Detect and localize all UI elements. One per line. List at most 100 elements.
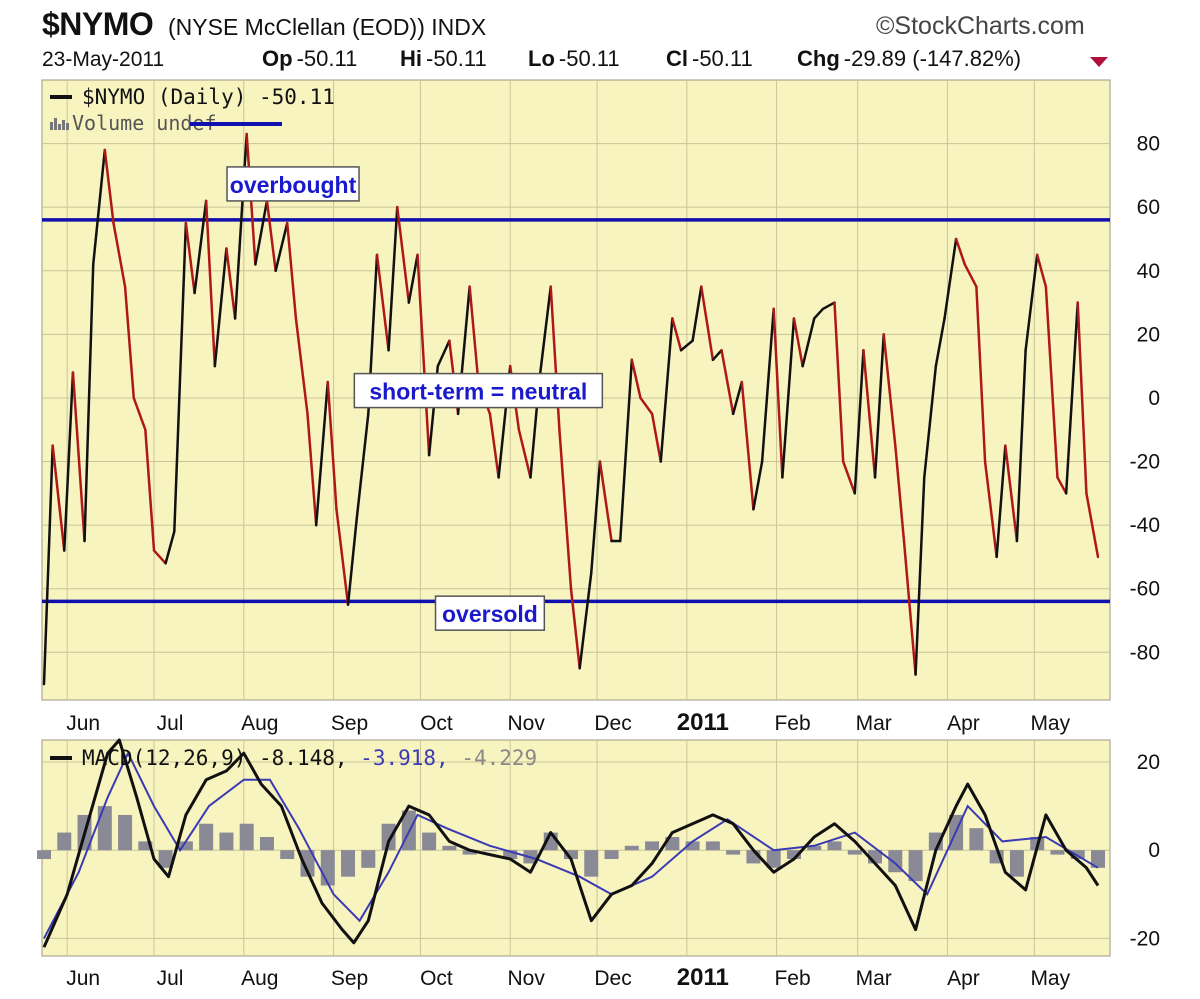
x-tick-label: Feb [774, 967, 810, 990]
y-tick-label: 20 [1137, 323, 1160, 346]
x-tick-label: Mar [856, 712, 892, 735]
annotation-label: oversold [434, 595, 546, 631]
x-tick-label: May [1030, 712, 1070, 735]
macd-legend-label: MACD(12,26,9) -8.148, -3.918, -4.229 [82, 746, 537, 770]
quote-label: Chg [797, 46, 840, 71]
nymo-line-segment [1056, 476, 1068, 495]
y-tick-label: -60 [1130, 578, 1160, 601]
nymo-line-segment [853, 349, 865, 495]
nymo-line-segment [63, 371, 75, 552]
nymo-line-segment [821, 301, 836, 311]
nymo-line-segment [468, 285, 480, 384]
x-tick-label: Oct [420, 967, 453, 990]
nymo-line-segment [355, 412, 370, 521]
nymo-line-segment [436, 339, 451, 368]
nymo-line-segment [314, 380, 330, 527]
signal-line [43, 750, 1099, 939]
y-tick-label: 60 [1137, 196, 1160, 219]
quote-label: Op [262, 46, 293, 71]
nymo-line-segment [396, 205, 411, 304]
volume-legend [50, 118, 69, 130]
nymo-line-segment [416, 253, 431, 457]
histogram-bar [604, 850, 619, 860]
histogram-bar [37, 850, 51, 860]
nymo-line-segment [83, 263, 95, 543]
y-tick-label: 20 [1137, 751, 1160, 774]
x-tick-label: Jun [66, 967, 100, 990]
quote-value: -50.11 [558, 46, 620, 71]
symbol-description: (NYSE McClellan (EOD)) INDX [168, 14, 487, 40]
nymo-line-segment [954, 237, 967, 266]
volume-bar-icon [66, 123, 69, 130]
x-tick-label: Dec [594, 967, 631, 990]
nymo-line-segment [630, 358, 642, 400]
nymo-line-segment [650, 412, 663, 463]
y-tick-label: -40 [1130, 514, 1160, 537]
nymo-line-segment [841, 460, 857, 495]
histogram-bar [361, 850, 376, 868]
macd-legend-value: -4.229 [461, 746, 537, 770]
nymo-line-segment [184, 221, 196, 295]
nymo-line-segment [1015, 349, 1027, 543]
quote-high: Hi -50.11 [400, 46, 487, 72]
macd-line [42, 738, 1100, 948]
histogram-bar [969, 828, 984, 851]
histogram-bar [97, 806, 112, 851]
x-tick-label: Sep [331, 967, 368, 990]
nymo-line-segment [943, 237, 958, 320]
y-tick-label: 80 [1137, 133, 1160, 156]
nymo-line-segment [306, 412, 318, 527]
quote-date: 23-May-2011 [42, 48, 165, 71]
brand-label: ©StockCharts.com [876, 12, 1085, 40]
x-tick-label: Nov [508, 967, 546, 990]
nymo-line-segment [963, 263, 978, 288]
annotation-label: overbought [226, 166, 360, 202]
histogram-bar [624, 845, 639, 851]
quote-label: Hi [400, 46, 422, 71]
histogram-bar [645, 841, 660, 851]
nymo-line-segment [760, 307, 775, 463]
nymo-line-segment [537, 285, 552, 384]
nymo-line-segment [752, 460, 764, 511]
annotation-text: short-term = neutral [369, 379, 587, 405]
volume-bar-icon [50, 122, 53, 130]
nymo-line-segment [71, 371, 86, 543]
y-tick-label: 40 [1137, 260, 1160, 283]
nymo-line-segment [1076, 301, 1088, 495]
nymo-line-segment [781, 317, 796, 479]
nymo-line-segment [934, 317, 946, 368]
volume-bar-icon [54, 118, 57, 130]
nymo-line-segment [265, 199, 277, 273]
y-tick-label: -80 [1130, 641, 1160, 664]
nymo-line-segment [144, 428, 156, 552]
macd-legend-value: -8.148, [259, 746, 360, 770]
x-tick-label: Sep [331, 712, 368, 735]
nymo-line-segment [285, 221, 298, 320]
histogram-bar [726, 850, 741, 855]
nymo-line-segment [812, 307, 825, 320]
quote-change: Chg -29.89 (-147.82%) [797, 46, 1021, 72]
volume-bar-icon [58, 124, 61, 130]
histogram-bar [462, 850, 477, 855]
nymo-line-segment [558, 428, 573, 590]
x-tick-label: Mar [856, 967, 892, 990]
y-tick-label: 0 [1148, 387, 1160, 410]
quote-low: Lo -50.11 [528, 46, 620, 72]
histogram-bar [239, 823, 254, 851]
histogram-bar [786, 850, 801, 860]
nymo-line-segment [1064, 301, 1079, 495]
x-tick-label: 2011 [677, 709, 729, 736]
nymo-line-segment [387, 205, 399, 352]
nymo-line-segment [894, 444, 906, 543]
histogram-bar [908, 850, 923, 882]
annotation-label: short-term = neutral [353, 372, 604, 409]
nymo-line-segment [740, 380, 755, 511]
histogram-bar [807, 845, 822, 851]
x-tick-label: Apr [947, 712, 980, 735]
nymo-line-segment [1024, 253, 1039, 352]
nymo-line-segment [691, 285, 703, 342]
x-tick-label: Jul [157, 967, 184, 990]
histogram-bar [827, 841, 842, 851]
histogram-bar [259, 836, 274, 851]
nymo-line-segment [1044, 285, 1059, 479]
